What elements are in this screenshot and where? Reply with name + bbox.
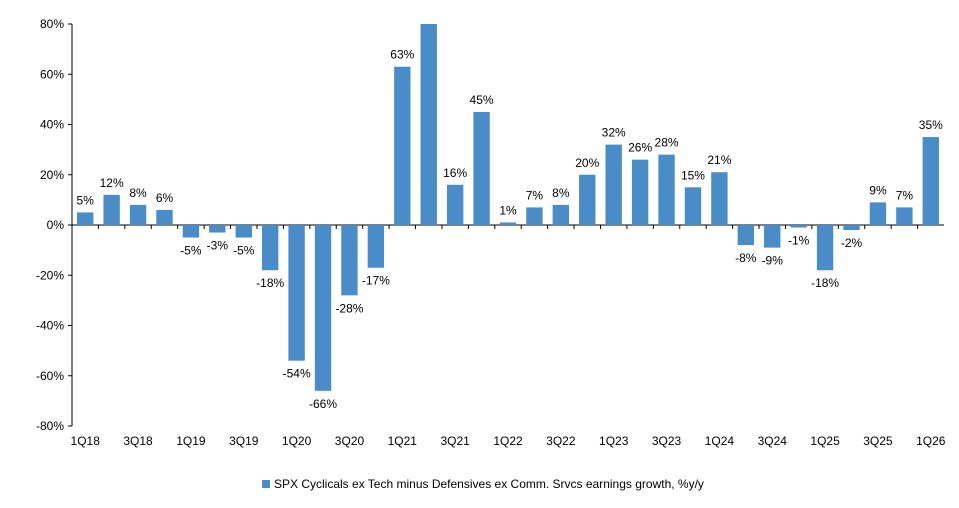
data-label: 1% — [499, 203, 517, 217]
x-tick-label: 1Q18 — [71, 434, 101, 448]
x-tick-label: 1Q22 — [493, 434, 523, 448]
y-axis: -80% -60% -40% -20% 0% 20% 40% 60% 80% — [36, 17, 73, 433]
y-tick-label: 20% — [40, 168, 64, 182]
bar — [235, 225, 252, 238]
bar — [446, 184, 464, 225]
y-tick-label: 0% — [47, 218, 65, 232]
data-label: 20% — [575, 156, 599, 170]
x-tick-label: 1Q24 — [705, 434, 735, 448]
bars — [77, 24, 939, 391]
bar — [473, 111, 490, 225]
x-tick-label: 1Q20 — [282, 434, 312, 448]
y-tick-label: -40% — [36, 319, 64, 333]
y-tick-label: 80% — [40, 17, 64, 31]
legend-swatch — [262, 480, 270, 488]
bar — [420, 24, 437, 225]
bar — [182, 225, 200, 238]
bar — [843, 225, 860, 231]
data-label: 7% — [526, 188, 544, 202]
data-label: 28% — [655, 136, 679, 150]
data-label: 6% — [156, 191, 174, 205]
bar — [314, 225, 332, 391]
bar — [605, 144, 622, 225]
bar — [869, 202, 887, 225]
x-tick-label: 3Q18 — [123, 434, 153, 448]
bar — [77, 212, 94, 225]
x-tick-label: 3Q19 — [229, 434, 259, 448]
data-label: 32% — [602, 126, 626, 140]
bar — [764, 225, 781, 248]
y-tick-label: 40% — [40, 118, 64, 132]
data-label: -18% — [811, 276, 839, 290]
bar — [129, 204, 147, 225]
data-label: 5% — [77, 193, 95, 207]
legend-label: SPX Cyclicals ex Tech minus Defensives e… — [274, 477, 704, 491]
data-label: 7% — [896, 188, 914, 202]
bar — [394, 66, 411, 226]
x-tick-label: 1Q23 — [599, 434, 629, 448]
bar — [790, 225, 807, 228]
x-tick-label: 3Q25 — [863, 434, 893, 448]
bar — [711, 172, 728, 225]
data-label: 12% — [100, 176, 124, 190]
bar — [367, 225, 385, 268]
data-label: -3% — [207, 239, 229, 253]
data-label: -8% — [735, 251, 757, 265]
legend: SPX Cyclicals ex Tech minus Defensives e… — [262, 477, 704, 491]
data-label: -18% — [256, 276, 284, 290]
data-label: -5% — [233, 244, 255, 258]
x-tick-label: 3Q20 — [335, 434, 365, 448]
bar — [737, 225, 755, 246]
data-label: -5% — [180, 244, 202, 258]
bar — [631, 159, 649, 225]
y-tick-label: -60% — [36, 369, 64, 383]
y-tick-label: 60% — [40, 67, 64, 81]
data-label: 9% — [869, 183, 887, 197]
data-label: -54% — [283, 367, 311, 381]
data-label: 63% — [390, 48, 414, 62]
bar — [896, 207, 913, 225]
data-label: 45% — [470, 93, 494, 107]
data-label: 15% — [681, 168, 705, 182]
bar — [816, 225, 834, 271]
bar — [156, 209, 173, 225]
data-label: -66% — [309, 397, 337, 411]
x-tick-label: 3Q22 — [546, 434, 576, 448]
bar — [684, 187, 702, 225]
x-tick-label: 3Q23 — [652, 434, 682, 448]
bar — [499, 222, 517, 225]
x-tick-label: 1Q21 — [388, 434, 418, 448]
bar — [288, 225, 305, 361]
bar — [103, 194, 120, 225]
y-tick-label: -80% — [36, 419, 64, 433]
data-labels: 5% 12% 8% 6% -5% -3% -5% -18% -54% -66% -28% -17% 63… — [77, 48, 944, 411]
x-tick-label: 1Q19 — [176, 434, 206, 448]
data-label: -28% — [335, 301, 363, 315]
data-label: 35% — [919, 118, 943, 132]
data-label: -9% — [762, 254, 784, 268]
bar — [552, 204, 570, 225]
x-axis: 1Q18 3Q18 1Q19 3Q19 1Q20 3Q20 1Q21 3Q21 1Q22 3Q22… — [71, 224, 946, 448]
bar — [341, 225, 358, 296]
data-label: -17% — [362, 274, 390, 288]
x-tick-label: 1Q25 — [810, 434, 840, 448]
x-tick-label: 1Q26 — [916, 434, 946, 448]
data-label: 26% — [628, 141, 652, 155]
x-tick-label: 3Q24 — [758, 434, 788, 448]
data-label: 8% — [552, 186, 570, 200]
data-label: -1% — [788, 234, 810, 248]
bar — [579, 174, 596, 225]
y-tick-label: -20% — [36, 268, 64, 282]
x-tick-label: 3Q21 — [440, 434, 470, 448]
data-label: 21% — [707, 153, 731, 167]
bar — [526, 207, 543, 225]
bar — [261, 225, 279, 271]
bar — [922, 137, 939, 225]
bar — [209, 225, 226, 233]
data-label: 16% — [443, 166, 467, 180]
data-label: 8% — [129, 186, 147, 200]
data-label: -2% — [841, 236, 863, 250]
bar — [658, 154, 675, 225]
